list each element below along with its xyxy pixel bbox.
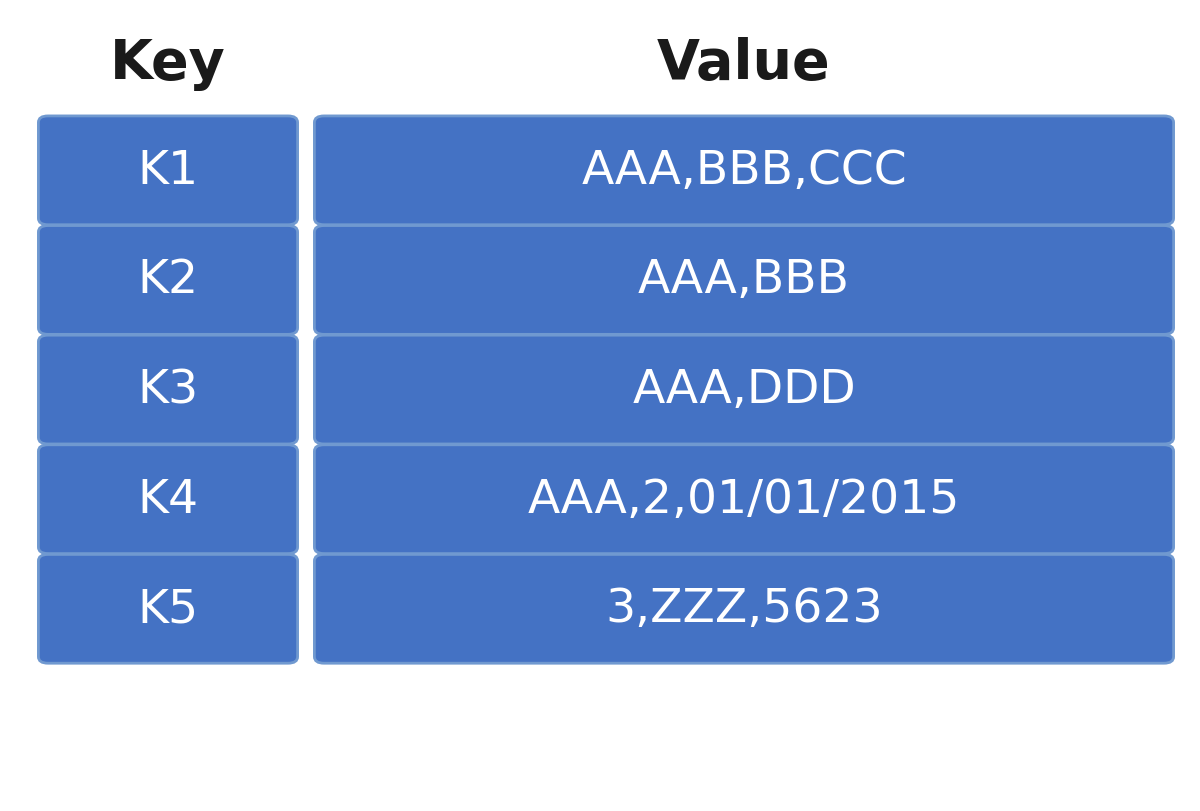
- Text: AAA,2,01/01/2015: AAA,2,01/01/2015: [528, 477, 960, 522]
- Text: K3: K3: [138, 367, 198, 413]
- FancyBboxPatch shape: [314, 555, 1174, 663]
- Text: K5: K5: [138, 586, 198, 632]
- Text: 3,ZZZ,5623: 3,ZZZ,5623: [605, 586, 883, 632]
- FancyBboxPatch shape: [38, 117, 298, 225]
- FancyBboxPatch shape: [38, 226, 298, 335]
- FancyBboxPatch shape: [314, 226, 1174, 335]
- Text: AAA,BBB: AAA,BBB: [638, 258, 850, 303]
- FancyBboxPatch shape: [314, 336, 1174, 444]
- Text: AAA,DDD: AAA,DDD: [632, 367, 856, 413]
- FancyBboxPatch shape: [314, 117, 1174, 225]
- FancyBboxPatch shape: [38, 555, 298, 663]
- Text: AAA,BBB,CCC: AAA,BBB,CCC: [581, 148, 907, 194]
- Text: Key: Key: [110, 36, 226, 91]
- FancyBboxPatch shape: [38, 336, 298, 444]
- Text: Value: Value: [658, 36, 830, 91]
- Text: K4: K4: [138, 477, 198, 522]
- Text: K1: K1: [138, 148, 198, 194]
- Text: K2: K2: [138, 258, 198, 303]
- FancyBboxPatch shape: [314, 445, 1174, 554]
- FancyBboxPatch shape: [38, 445, 298, 554]
